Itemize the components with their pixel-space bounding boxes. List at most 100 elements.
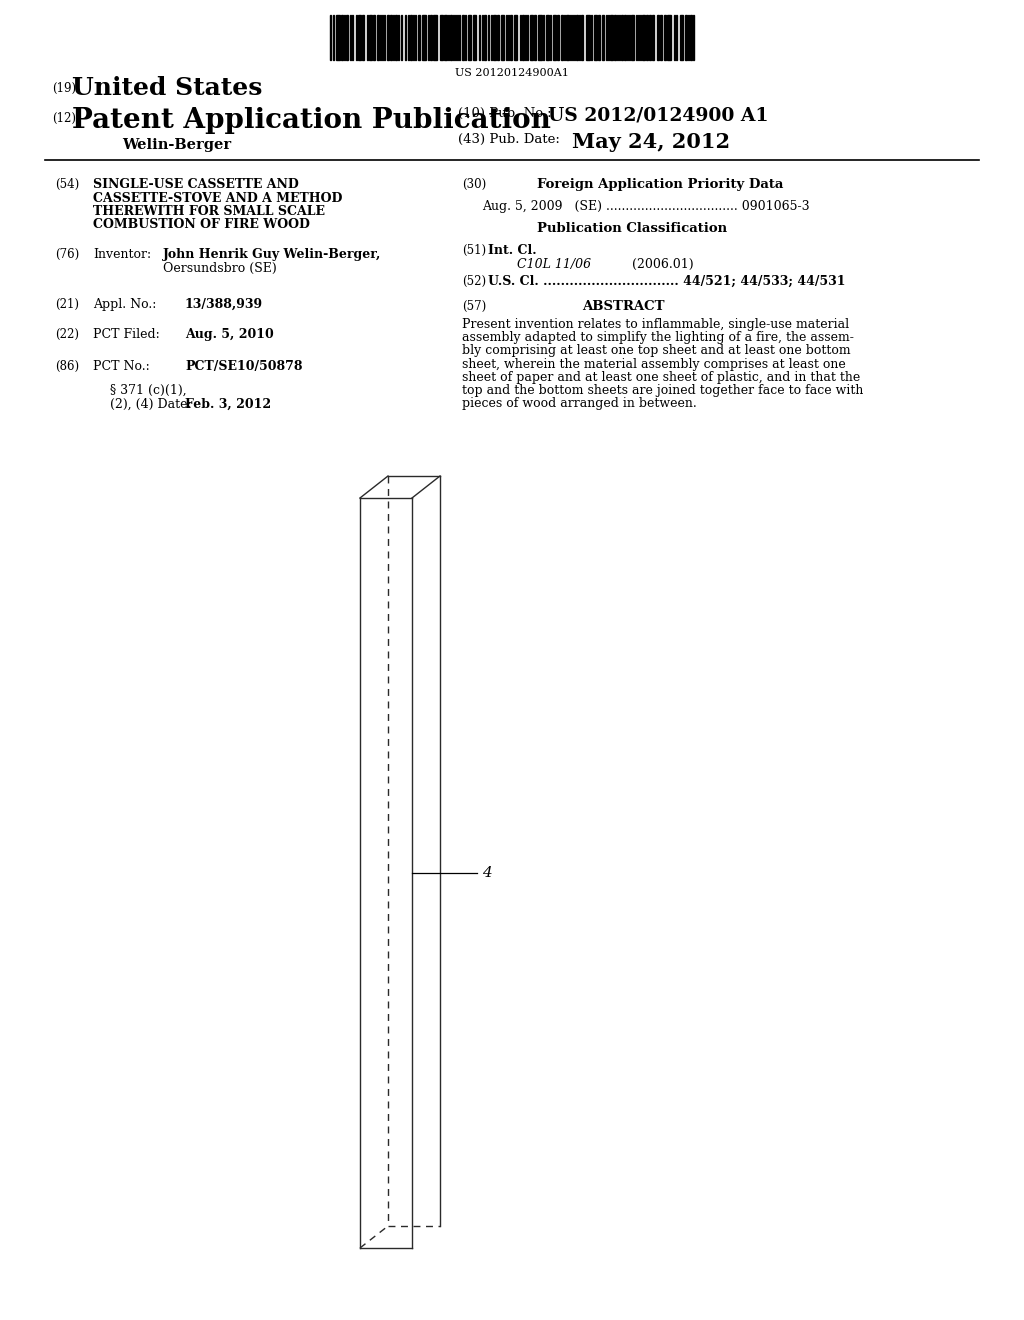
Bar xyxy=(341,15,343,59)
Text: Aug. 5, 2010: Aug. 5, 2010 xyxy=(185,327,273,341)
Bar xyxy=(631,15,634,59)
Bar xyxy=(534,15,536,59)
Bar xyxy=(468,15,471,59)
Bar xyxy=(522,15,524,59)
Bar xyxy=(387,15,389,59)
Text: THEREWITH FOR SMALL SCALE: THEREWITH FOR SMALL SCALE xyxy=(93,205,325,218)
Bar xyxy=(649,15,651,59)
Text: 13/388,939: 13/388,939 xyxy=(185,298,263,312)
Bar xyxy=(514,15,517,59)
Text: pieces of wood arranged in between.: pieces of wood arranged in between. xyxy=(462,397,696,411)
Text: CASSETTE-STOVE AND A METHOD: CASSETTE-STOVE AND A METHOD xyxy=(93,191,342,205)
Text: (54): (54) xyxy=(55,178,79,191)
Text: US 2012/0124900 A1: US 2012/0124900 A1 xyxy=(548,107,768,125)
Bar xyxy=(586,15,590,59)
Text: sheet, wherein the material assembly comprises at least one: sheet, wherein the material assembly com… xyxy=(462,358,846,371)
Bar xyxy=(557,15,559,59)
Bar xyxy=(450,15,452,59)
Text: (2006.01): (2006.01) xyxy=(632,257,693,271)
Bar xyxy=(369,15,372,59)
Text: Aug. 5, 2009   (SE) .................................. 0901065-3: Aug. 5, 2009 (SE) ......................… xyxy=(482,201,810,213)
Text: US 20120124900A1: US 20120124900A1 xyxy=(455,69,569,78)
Bar xyxy=(664,15,666,59)
Bar xyxy=(598,15,600,59)
Bar xyxy=(510,15,512,59)
Text: Feb. 3, 2012: Feb. 3, 2012 xyxy=(185,399,271,411)
Text: assembly adapted to simplify the lighting of a fire, the assem-: assembly adapted to simplify the lightin… xyxy=(462,331,854,345)
Bar xyxy=(501,15,504,59)
Bar xyxy=(652,15,654,59)
Bar xyxy=(358,15,361,59)
Bar xyxy=(690,15,692,59)
Text: Int. Cl.: Int. Cl. xyxy=(488,244,537,257)
Text: (52): (52) xyxy=(462,275,486,288)
Bar xyxy=(685,15,687,59)
Text: (2), (4) Date:: (2), (4) Date: xyxy=(110,399,191,411)
Bar xyxy=(624,15,626,59)
Text: (43) Pub. Date:: (43) Pub. Date: xyxy=(458,133,560,147)
Text: Patent Application Publication: Patent Application Publication xyxy=(72,107,551,135)
Text: PCT No.:: PCT No.: xyxy=(93,360,150,374)
Text: PCT/SE10/50878: PCT/SE10/50878 xyxy=(185,360,302,374)
Bar xyxy=(410,15,412,59)
Bar xyxy=(594,15,597,59)
Text: Present invention relates to inflammable, single-use material: Present invention relates to inflammable… xyxy=(462,318,849,331)
Bar xyxy=(418,15,420,59)
Text: COMBUSTION OF FIRE WOOD: COMBUSTION OF FIRE WOOD xyxy=(93,219,310,231)
Bar xyxy=(373,15,375,59)
Bar xyxy=(561,15,563,59)
Text: ABSTRACT: ABSTRACT xyxy=(582,300,665,313)
Text: (12): (12) xyxy=(52,112,76,125)
Text: Appl. No.:: Appl. No.: xyxy=(93,298,157,312)
Bar xyxy=(433,15,437,59)
Bar xyxy=(553,15,556,59)
Bar xyxy=(657,15,659,59)
Text: Oersundsbro (SE): Oersundsbro (SE) xyxy=(163,261,276,275)
Bar xyxy=(497,15,499,59)
Text: U.S. Cl. ............................... 44/521; 44/533; 44/531: U.S. Cl. ...............................… xyxy=(488,275,846,288)
Bar xyxy=(581,15,583,59)
Bar xyxy=(680,15,683,59)
Text: (30): (30) xyxy=(462,178,486,191)
Text: (19): (19) xyxy=(52,82,76,95)
Text: (51): (51) xyxy=(462,244,486,257)
Bar xyxy=(395,15,397,59)
Text: PCT Filed:: PCT Filed: xyxy=(93,327,160,341)
Bar xyxy=(377,15,379,59)
Bar xyxy=(642,15,645,59)
Text: (21): (21) xyxy=(55,298,79,312)
Bar xyxy=(430,15,432,59)
Bar xyxy=(422,15,426,59)
Text: (86): (86) xyxy=(55,360,79,374)
Text: Foreign Application Priority Data: Foreign Application Priority Data xyxy=(537,178,783,191)
Text: § 371 (c)(1),: § 371 (c)(1), xyxy=(110,384,186,397)
Bar xyxy=(614,15,616,59)
Bar xyxy=(646,15,648,59)
Bar xyxy=(575,15,578,59)
Bar xyxy=(538,15,542,59)
Bar xyxy=(621,15,623,59)
Bar xyxy=(346,15,348,59)
Bar xyxy=(462,15,464,59)
Bar xyxy=(473,15,476,59)
Text: sheet of paper and at least one sheet of plastic, and in that the: sheet of paper and at least one sheet of… xyxy=(462,371,860,384)
Text: SINGLE-USE CASSETTE AND: SINGLE-USE CASSETTE AND xyxy=(93,178,299,191)
Bar xyxy=(566,15,569,59)
Bar xyxy=(444,15,447,59)
Text: 4: 4 xyxy=(482,866,492,880)
Text: Publication Classification: Publication Classification xyxy=(537,222,727,235)
Text: top and the bottom sheets are joined together face to face with: top and the bottom sheets are joined tog… xyxy=(462,384,863,397)
Bar xyxy=(484,15,486,59)
Bar xyxy=(546,15,549,59)
Bar xyxy=(336,15,340,59)
Text: (10) Pub. No.:: (10) Pub. No.: xyxy=(458,107,552,120)
Bar xyxy=(530,15,534,59)
Text: C10L 11/06: C10L 11/06 xyxy=(517,257,591,271)
Bar xyxy=(667,15,671,59)
Bar xyxy=(493,15,496,59)
Bar xyxy=(440,15,443,59)
Bar xyxy=(610,15,613,59)
Text: John Henrik Guy Welin-Berger,: John Henrik Guy Welin-Berger, xyxy=(163,248,381,261)
Bar xyxy=(390,15,392,59)
Text: United States: United States xyxy=(72,77,262,100)
